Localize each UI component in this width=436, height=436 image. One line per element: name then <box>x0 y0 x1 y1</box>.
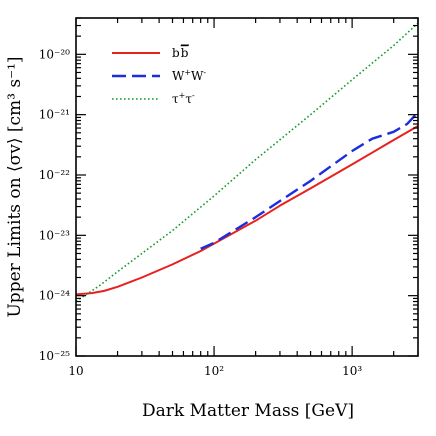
series-line <box>75 22 419 303</box>
legend: bb W+W-τ+τ- <box>112 44 206 106</box>
x-tick-label: 10³ <box>342 364 362 378</box>
ticks-layer <box>75 17 419 357</box>
y-tick-label: 10⁻²⁵ <box>39 349 70 363</box>
series-line <box>75 125 419 296</box>
series-2-group <box>75 22 419 303</box>
series-0-group <box>75 125 419 296</box>
x-axis-title: Dark Matter Mass [GeV] <box>142 401 354 421</box>
y-tick-label: 10⁻²¹ <box>39 108 70 122</box>
legend-label: τ+τ- <box>172 91 195 106</box>
y-tick-label: 10⁻²⁰ <box>39 47 70 61</box>
y-tick-label: 10⁻²³ <box>39 228 70 242</box>
series-layer <box>75 22 419 303</box>
y-tick-label: 10⁻²² <box>39 168 70 182</box>
y-axis-title: Upper Limits on ⟨σv⟩ [cm³ s⁻¹] <box>5 56 25 317</box>
tick-labels: 10 10² 10³ 10⁻²⁵ 10⁻²⁴ 10⁻²³ 10⁻²² 10⁻²¹ 10⁻²⁰ <box>39 47 363 378</box>
x-tick-label: 10² <box>204 364 224 378</box>
plot-frame <box>75 17 419 357</box>
x-tick-label: 10 <box>68 364 83 378</box>
y-tick-label: 10⁻²⁴ <box>39 289 70 303</box>
legend-label: bb <box>172 46 189 60</box>
legend-label: W+W- <box>172 68 206 83</box>
